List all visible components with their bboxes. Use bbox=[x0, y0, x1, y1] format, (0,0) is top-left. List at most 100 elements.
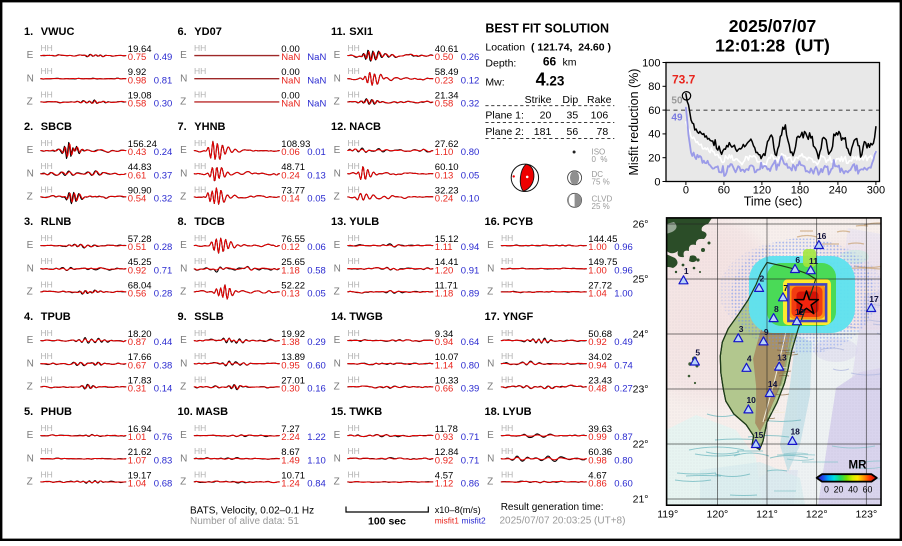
svg-text:22°: 22° bbox=[633, 439, 649, 451]
svg-text:BATS, Velocity, 0.02–0.1 Hz: BATS, Velocity, 0.02–0.1 Hz bbox=[190, 506, 314, 517]
svg-text:1.10: 1.10 bbox=[307, 455, 326, 466]
svg-text:N: N bbox=[180, 358, 187, 369]
svg-text:Z: Z bbox=[27, 382, 33, 393]
svg-text:35: 35 bbox=[567, 110, 579, 122]
svg-text:1.07: 1.07 bbox=[128, 455, 147, 466]
svg-text:Dip: Dip bbox=[562, 94, 578, 106]
svg-text:HH: HH bbox=[41, 66, 53, 76]
svg-text:HH: HH bbox=[41, 184, 53, 194]
svg-text:13.89: 13.89 bbox=[281, 352, 305, 363]
svg-text:0.71: 0.71 bbox=[461, 455, 480, 466]
svg-text:12.: 12. bbox=[331, 121, 346, 133]
svg-text:YNGF: YNGF bbox=[503, 311, 534, 323]
svg-text:YHNB: YHNB bbox=[194, 121, 225, 133]
svg-text:Z: Z bbox=[487, 382, 493, 393]
svg-text:16.: 16. bbox=[485, 216, 500, 228]
svg-text:0.37: 0.37 bbox=[154, 170, 173, 181]
svg-text:1.12: 1.12 bbox=[435, 479, 454, 490]
svg-text:E: E bbox=[487, 430, 494, 441]
svg-text:1.20: 1.20 bbox=[435, 265, 454, 276]
svg-text:0.12: 0.12 bbox=[461, 75, 480, 86]
svg-text:km: km bbox=[563, 57, 577, 69]
svg-text:60.10: 60.10 bbox=[435, 162, 459, 173]
svg-text:HH: HH bbox=[194, 89, 206, 99]
svg-text:18.20: 18.20 bbox=[128, 329, 152, 340]
svg-text:Z: Z bbox=[180, 97, 186, 108]
svg-text:0.13: 0.13 bbox=[281, 289, 300, 300]
svg-text:0.38: 0.38 bbox=[154, 360, 173, 371]
svg-text:8.67: 8.67 bbox=[281, 447, 300, 458]
svg-text:1.14: 1.14 bbox=[435, 360, 454, 371]
svg-text:HH: HH bbox=[348, 233, 360, 243]
svg-text:16.94: 16.94 bbox=[128, 424, 152, 435]
svg-text:0.12: 0.12 bbox=[281, 242, 300, 253]
svg-text:16: 16 bbox=[817, 231, 827, 241]
svg-text:0.54: 0.54 bbox=[128, 194, 147, 205]
svg-text:E: E bbox=[487, 240, 494, 251]
svg-text:9.92: 9.92 bbox=[128, 67, 147, 78]
svg-text:Location: Location bbox=[485, 41, 525, 53]
svg-text:0.14: 0.14 bbox=[281, 194, 300, 205]
svg-text:180: 180 bbox=[791, 185, 809, 197]
svg-text:10.33: 10.33 bbox=[435, 375, 459, 386]
svg-text:1.22: 1.22 bbox=[307, 432, 326, 443]
svg-text:40.61: 40.61 bbox=[435, 44, 459, 55]
svg-text:HH: HH bbox=[41, 43, 53, 53]
svg-text:0.67: 0.67 bbox=[128, 360, 147, 371]
svg-text:E: E bbox=[180, 335, 187, 346]
svg-text:0.51: 0.51 bbox=[128, 242, 147, 253]
svg-text:1: 1 bbox=[684, 266, 689, 276]
svg-text:40: 40 bbox=[648, 129, 660, 141]
svg-text:0.94: 0.94 bbox=[461, 242, 480, 253]
svg-text:Time (sec): Time (sec) bbox=[744, 195, 803, 209]
svg-text:0.83: 0.83 bbox=[154, 455, 173, 466]
svg-text:57.28: 57.28 bbox=[128, 234, 152, 245]
svg-text:E: E bbox=[180, 50, 187, 61]
svg-text:HH: HH bbox=[348, 256, 360, 266]
svg-text:Z: Z bbox=[180, 382, 186, 393]
svg-text:HH: HH bbox=[501, 233, 513, 243]
svg-text:2: 2 bbox=[760, 274, 765, 284]
svg-text:PCYB: PCYB bbox=[503, 216, 534, 228]
svg-text:100: 100 bbox=[642, 57, 660, 69]
svg-text:9.34: 9.34 bbox=[435, 329, 454, 340]
svg-text:0.27: 0.27 bbox=[614, 384, 633, 395]
svg-text:0.92: 0.92 bbox=[128, 265, 147, 276]
svg-text:0.98: 0.98 bbox=[588, 455, 607, 466]
svg-text:E: E bbox=[180, 430, 187, 441]
svg-text:0.05: 0.05 bbox=[307, 194, 326, 205]
svg-text:0.39: 0.39 bbox=[461, 384, 480, 395]
svg-text:20: 20 bbox=[834, 485, 844, 495]
svg-text:HH: HH bbox=[41, 161, 53, 171]
svg-text:27.62: 27.62 bbox=[435, 139, 459, 150]
svg-text:Mw:: Mw: bbox=[485, 77, 504, 89]
svg-text:21.62: 21.62 bbox=[128, 447, 152, 458]
svg-text:Z: Z bbox=[27, 192, 33, 203]
svg-text:0.56: 0.56 bbox=[128, 289, 147, 300]
svg-text:78: 78 bbox=[597, 126, 609, 138]
svg-text:0.13: 0.13 bbox=[307, 170, 326, 181]
svg-text:14.41: 14.41 bbox=[435, 257, 459, 268]
svg-text:HH: HH bbox=[41, 351, 53, 361]
svg-text:misfit2: misfit2 bbox=[462, 516, 487, 526]
svg-text:5: 5 bbox=[695, 347, 700, 357]
svg-text:HH: HH bbox=[41, 469, 53, 479]
svg-text:2025/07/07: 2025/07/07 bbox=[729, 16, 817, 36]
svg-text:9: 9 bbox=[764, 327, 769, 337]
svg-text:N: N bbox=[334, 453, 341, 464]
svg-text:44.83: 44.83 bbox=[128, 162, 152, 173]
svg-text:17.83: 17.83 bbox=[128, 375, 152, 386]
svg-text:Plane 1:: Plane 1: bbox=[485, 110, 524, 122]
svg-text:N: N bbox=[334, 358, 341, 369]
svg-text:23.43: 23.43 bbox=[588, 375, 612, 386]
svg-text:HH: HH bbox=[348, 43, 360, 53]
svg-text:0.00: 0.00 bbox=[281, 44, 300, 55]
svg-text:HH: HH bbox=[41, 328, 53, 338]
svg-text:7.27: 7.27 bbox=[281, 424, 300, 435]
svg-text:DC: DC bbox=[592, 170, 604, 179]
svg-text:0.05: 0.05 bbox=[307, 289, 326, 300]
svg-text:N: N bbox=[27, 263, 34, 274]
svg-text:122°: 122° bbox=[806, 509, 828, 521]
svg-text:HH: HH bbox=[41, 138, 53, 148]
svg-text:TWGB: TWGB bbox=[349, 311, 383, 323]
